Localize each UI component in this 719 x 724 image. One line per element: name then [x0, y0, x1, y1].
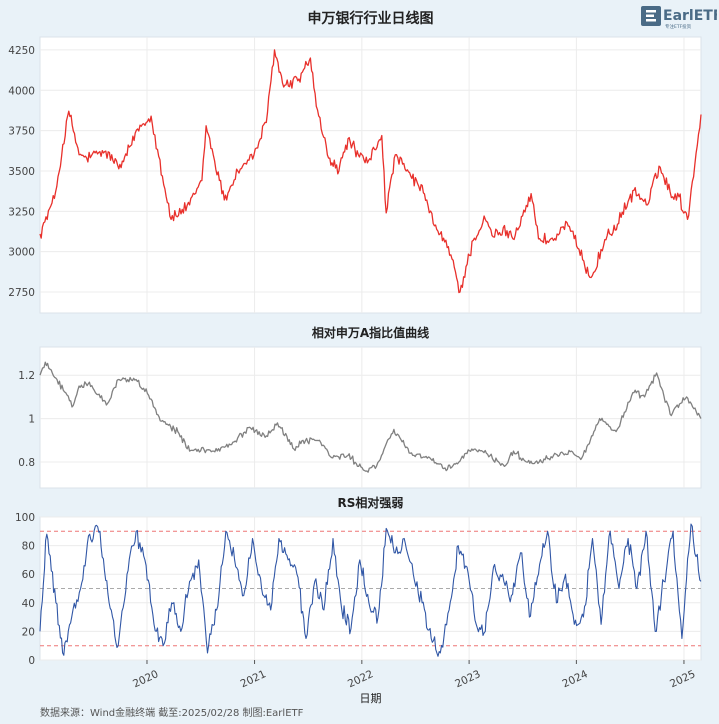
panel-price-ytick-3: 3500 [8, 166, 35, 178]
panel-price-plot-area [39, 36, 702, 314]
xtick-label-2025: 2025 [668, 668, 697, 690]
xtick-label-2020: 2020 [131, 668, 160, 690]
panel-ratio-plot-area [39, 346, 702, 489]
panel-rs-ytick-2: 40 [22, 598, 35, 610]
panel-price-title: 申万银行行业日线图 [308, 10, 434, 27]
x-axis-label: 日期 [360, 692, 382, 705]
panel-ratio-ytick-1: 1 [28, 414, 35, 426]
panel-price-ytick-1: 3000 [8, 247, 35, 259]
panel-price-ytick-2: 3250 [8, 206, 35, 218]
panel-rs-ytick-4: 80 [22, 541, 35, 553]
panel-rs-ytick-3: 60 [22, 569, 35, 581]
earletf-logo: EarlETF 专注ETF投资 [641, 6, 717, 30]
svg-text:专注ETF投资: 专注ETF投资 [665, 23, 692, 30]
panel-ratio-series-line [39, 361, 702, 473]
panel-ratio-title: 相对申万A指比值曲线 [312, 325, 429, 340]
panel-price-ytick-6: 4250 [8, 45, 35, 57]
panel-rs-ytick-0: 0 [28, 655, 35, 667]
panel-price-ytick-4: 3750 [8, 126, 35, 138]
panel-rs-ytick-1: 20 [22, 626, 35, 638]
panel-rs-title: RS相对强弱 [338, 495, 404, 510]
panel-ratio-ytick-0: 0.8 [18, 457, 35, 469]
panel-rs-series-line [39, 523, 702, 657]
panel-price-ytick-5: 4000 [8, 85, 35, 97]
xtick-label-2023: 2023 [453, 668, 482, 690]
panel-rs-ytick-5: 100 [15, 512, 35, 524]
panel-price-ytick-0: 2750 [8, 287, 35, 299]
footer-source-note: 数据来源：Wind金融终端 截至:2025/02/28 制图:EarlETF [40, 706, 304, 719]
xtick-label-2021: 2021 [239, 668, 268, 690]
panel-ratio-ytick-2: 1.2 [18, 370, 35, 382]
xtick-label-2022: 2022 [346, 668, 375, 690]
svg-text:EarlETF: EarlETF [663, 8, 717, 24]
panel-price-series-line [39, 49, 702, 294]
xtick-label-2024: 2024 [560, 668, 590, 690]
